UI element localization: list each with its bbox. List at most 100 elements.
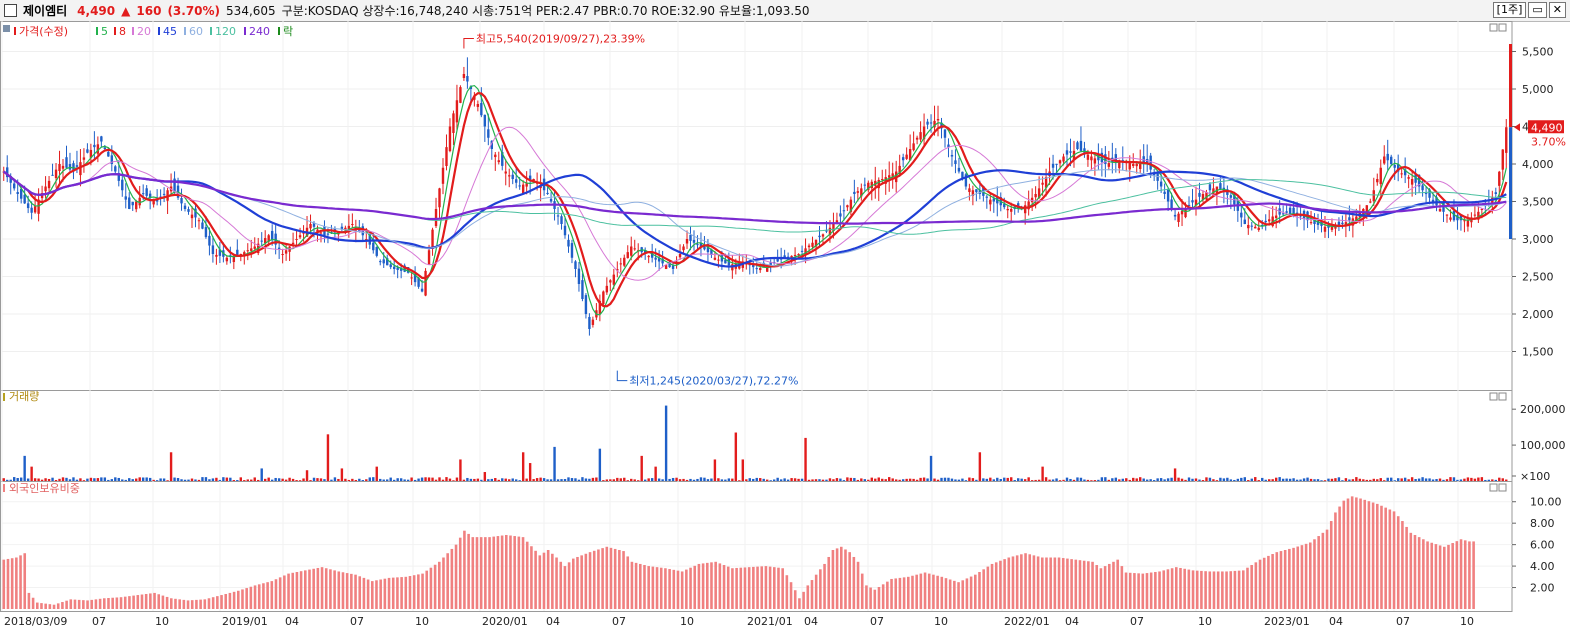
candle-body: [957, 167, 961, 172]
foreign-ratio-bar: [69, 599, 73, 609]
foreign-ratio-bar: [291, 572, 295, 609]
foreign-ratio-bar: [312, 568, 315, 609]
candle-body: [274, 233, 277, 245]
volume-bar: [490, 478, 493, 481]
candle-body: [577, 268, 581, 284]
volume-bar: [267, 477, 270, 481]
foreign-ratio-bar: [1317, 536, 1320, 609]
foreign-panel-close-icon[interactable]: [1498, 483, 1507, 492]
volume-bar: [539, 477, 542, 481]
foreign-ratio-bar: [982, 569, 985, 609]
volume-bar: [1487, 479, 1491, 481]
volume-bar: [1288, 478, 1292, 481]
foreign-ratio-bar: [1459, 539, 1463, 609]
candle-body: [504, 171, 507, 174]
volume-bar: [1313, 479, 1316, 481]
volume-bar: [685, 479, 689, 481]
candle-body: [260, 240, 263, 242]
volume-bar: [173, 477, 176, 481]
candle-body: [706, 244, 710, 253]
close-button[interactable]: ✕: [1548, 2, 1566, 18]
foreign-ratio-bar: [107, 598, 110, 609]
foreign-ratio-bar: [953, 580, 956, 609]
candle-body: [100, 136, 103, 142]
foreign-ratio-bar: [1216, 571, 1220, 609]
candle-body: [399, 268, 403, 271]
period-button[interactable]: [1주]: [1492, 2, 1527, 18]
volume-bar: [40, 479, 44, 481]
volume-panel-close-icon[interactable]: [1498, 392, 1507, 401]
volume-bar: [581, 477, 584, 481]
foreign-ratio-bar: [1011, 556, 1015, 609]
volume-bar: [1261, 477, 1264, 481]
legend-marker: [210, 27, 212, 35]
candle-body: [1159, 181, 1163, 187]
candle-body: [877, 179, 880, 189]
volume-bar: [141, 477, 145, 481]
price-panel-icon: [3, 25, 10, 32]
select-checkbox[interactable]: [4, 4, 17, 17]
candle-body: [671, 265, 675, 269]
foreign-ratio-bar: [911, 575, 914, 609]
candle-body: [1390, 156, 1393, 164]
volume-bar: [476, 478, 480, 481]
volume-bar: [1470, 477, 1473, 481]
foreign-ratio-bar: [890, 578, 893, 609]
volume-bar: [1383, 480, 1386, 481]
candle-body: [1477, 211, 1480, 220]
volume-bar: [783, 478, 786, 481]
volume-bar: [661, 479, 664, 481]
volume-bar: [438, 477, 441, 481]
candle-body: [23, 194, 26, 204]
foreign-ratio-bar: [82, 600, 85, 609]
volume-bar: [1424, 478, 1428, 481]
volume-bar: [853, 477, 856, 481]
volume-bar: [630, 478, 633, 481]
candle-body: [1459, 214, 1463, 221]
candle-body: [752, 264, 755, 268]
foreign-ratio-bar: [1128, 572, 1132, 609]
volume-bar: [264, 478, 267, 481]
price-panel-restore-icon[interactable]: [1489, 23, 1498, 32]
candle-body: [1449, 217, 1452, 220]
foreign-ratio-bar: [576, 556, 579, 609]
volume-panel-restore-icon[interactable]: [1489, 392, 1498, 401]
foreign-ratio-bar: [475, 537, 479, 609]
candle-body: [1403, 169, 1407, 176]
candle-body: [232, 255, 236, 263]
volume-bar: [386, 479, 389, 481]
candle-body: [1139, 164, 1142, 169]
price-change: 160: [136, 3, 162, 18]
volume-bar: [999, 479, 1002, 481]
candle-body: [888, 175, 891, 178]
candle-body: [1299, 215, 1302, 217]
volume-bar: [675, 477, 678, 481]
candle-body: [971, 190, 975, 196]
volume-bar: [1135, 478, 1138, 481]
volume-bar: [671, 477, 675, 481]
candle-body: [89, 149, 93, 158]
foreign-ratio-bar: [773, 567, 776, 609]
foreign-ratio-bar: [86, 600, 89, 609]
foreign-panel-restore-icon[interactable]: [1489, 483, 1498, 492]
volume-bar: [692, 479, 696, 481]
volume-bar: [215, 477, 218, 481]
foreign-ratio-bar: [232, 591, 236, 609]
restore-button[interactable]: ▭: [1528, 2, 1547, 18]
candle-body: [445, 147, 448, 167]
price-panel-close-icon[interactable]: [1498, 23, 1507, 32]
candle-body: [155, 199, 159, 202]
foreign-ratio-bar: [1070, 559, 1073, 609]
volume-bar: [26, 478, 30, 481]
foreign-ratio-bar: [630, 561, 634, 609]
volume-bar: [1191, 478, 1194, 481]
volume-bar: [1431, 479, 1435, 481]
candle-body: [13, 183, 16, 189]
volume-bar: [1229, 479, 1233, 481]
volume-bar: [591, 477, 595, 481]
volume-bar: [1247, 480, 1250, 481]
candle-body: [9, 176, 12, 183]
foreign-ratio-bar: [974, 574, 977, 609]
candle-body: [835, 220, 839, 223]
volume-bar: [466, 477, 469, 481]
